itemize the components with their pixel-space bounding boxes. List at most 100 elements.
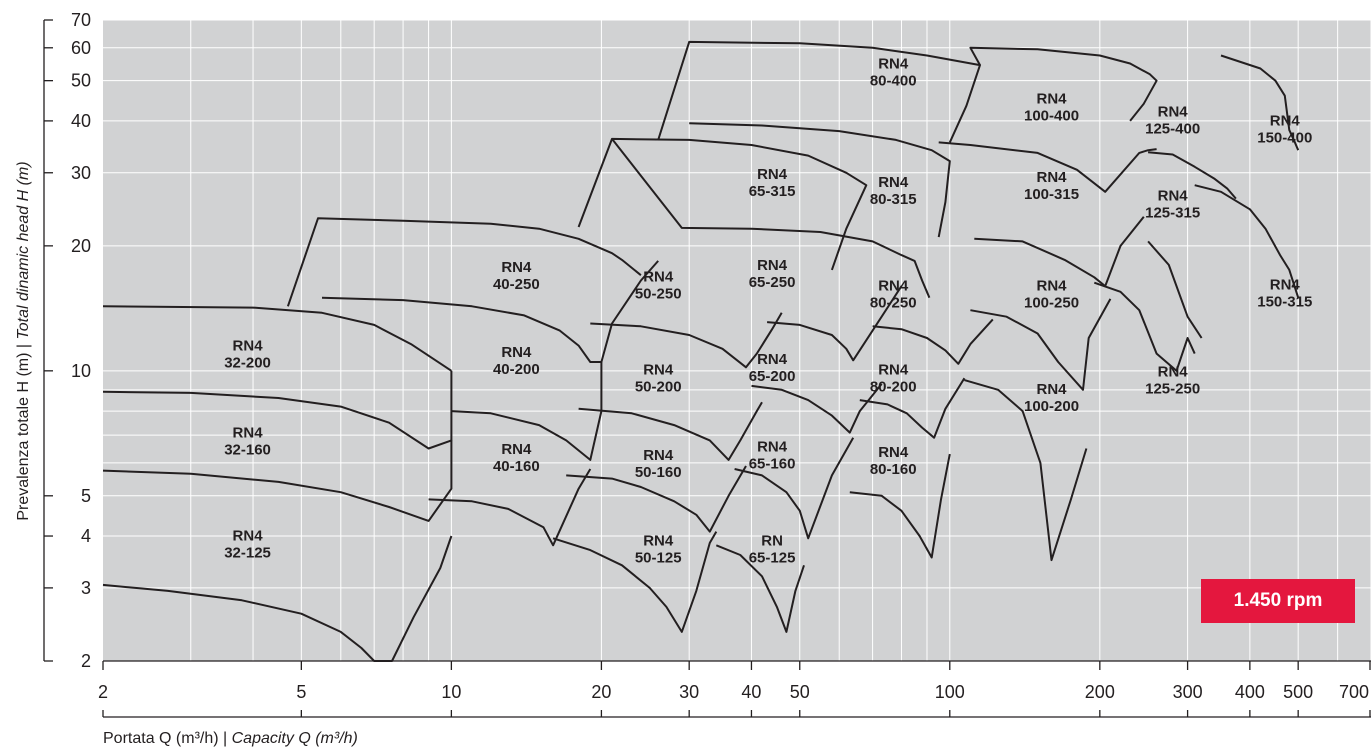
region-label: 50-250 [635, 286, 682, 303]
region-label: RN4 [878, 55, 909, 72]
y-tick-label: 2 [81, 651, 91, 671]
y-axis-label-en: Total dinamic head H (m) [15, 161, 32, 340]
x-tick-label: 5 [296, 682, 306, 702]
y-tick-label: 3 [81, 578, 91, 598]
region-label: 150-315 [1257, 294, 1312, 311]
y-axis-label-wrap: Prevalenza totale H (m) | Total dinamic … [13, 20, 35, 662]
region-label: RN4 [643, 269, 674, 286]
region-curve [689, 122, 951, 238]
x-axis-label: Portata Q (m³/h) | Capacity Q (m³/h) [103, 730, 358, 747]
region-curve [102, 305, 452, 372]
region-curve [552, 531, 718, 633]
region-label: 65-315 [749, 183, 796, 200]
region-label: RN4 [757, 351, 788, 368]
region-curve [321, 260, 659, 363]
region-label: RN4 [878, 278, 909, 295]
region-label: 50-160 [635, 464, 682, 481]
region-label: 125-250 [1145, 380, 1200, 397]
region-label: RN4 [643, 532, 674, 549]
region-label: 80-315 [870, 191, 917, 208]
region-label: RN4 [1037, 169, 1068, 186]
x-tick-label: 200 [1085, 682, 1115, 702]
region-curve [1093, 281, 1196, 372]
y-axis-label: Prevalenza totale H (m) | Total dinamic … [15, 161, 32, 521]
y-tick-label: 40 [71, 111, 91, 131]
region-curve [849, 453, 951, 559]
region-curve [578, 401, 763, 461]
region-label: 80-200 [870, 378, 917, 395]
region-label: RN4 [878, 174, 909, 191]
region-label: 65-160 [749, 455, 796, 472]
region-label: RN4 [1270, 277, 1301, 294]
y-tick-label: 30 [71, 163, 91, 183]
region-curve [1220, 54, 1300, 151]
region-label: RN4 [233, 337, 264, 354]
region-curve [969, 46, 1158, 122]
x-tick-label: 300 [1173, 682, 1203, 702]
region-curve [286, 217, 642, 307]
region-label: RN [761, 532, 783, 549]
region-curve [611, 138, 931, 299]
region-curve [767, 285, 903, 362]
region-label: RN4 [1158, 188, 1189, 205]
region-curve [964, 379, 1088, 562]
region-curve [938, 141, 1157, 193]
region-label: 100-315 [1024, 186, 1079, 203]
x-tick-label: 40 [741, 682, 761, 702]
region-curve [734, 437, 855, 540]
region-label: 100-400 [1024, 108, 1079, 125]
y-tick-label: 20 [71, 236, 91, 256]
region-label: RN4 [1037, 278, 1068, 295]
region-label: 100-250 [1024, 295, 1079, 312]
region-label: RN4 [1158, 363, 1189, 380]
region-label: 32-125 [224, 545, 271, 562]
x-tick-label: 50 [790, 682, 810, 702]
region-label: 80-250 [870, 295, 917, 312]
region-label: 40-160 [493, 458, 540, 475]
x-axis-label-it: Portata Q (m³/h) [103, 730, 219, 747]
region-label: 40-200 [493, 361, 540, 378]
region-label: 40-250 [493, 276, 540, 293]
region-label: 32-200 [224, 354, 271, 371]
region-curve [872, 318, 994, 365]
region-curve [102, 370, 453, 450]
region-label: RN4 [757, 166, 788, 183]
x-tick-label: 2 [98, 682, 108, 702]
region-label: 65-250 [749, 274, 796, 291]
x-axis-label-en: Capacity Q (m³/h) [231, 730, 358, 747]
region-label: 100-200 [1024, 398, 1079, 415]
region-curve [1148, 151, 1237, 200]
region-label: 125-315 [1145, 205, 1200, 222]
region-curve [428, 468, 592, 547]
region-label: 80-160 [870, 461, 917, 478]
region-label: RN4 [643, 361, 674, 378]
y-axis-label-it: Prevalenza totale H (m) [15, 352, 32, 521]
region-label: RN4 [643, 447, 674, 464]
region-label: RN4 [233, 528, 264, 545]
y-tick-label: 70 [71, 10, 91, 30]
region-label: RN4 [501, 259, 532, 276]
region-label: RN4 [233, 425, 264, 442]
y-tick-label: 60 [71, 38, 91, 58]
x-tick-label: 500 [1283, 682, 1313, 702]
x-tick-label: 10 [441, 682, 461, 702]
x-tick-label: 20 [591, 682, 611, 702]
region-label: RN4 [1270, 112, 1301, 129]
region-label: RN4 [878, 444, 909, 461]
region-label: RN4 [757, 257, 788, 274]
region-label: RN4 [501, 441, 532, 458]
x-tick-label: 400 [1235, 682, 1265, 702]
region-label: 65-125 [749, 549, 796, 566]
grid [103, 19, 1371, 661]
region-curve [715, 544, 805, 633]
x-tick-label: 700 [1339, 682, 1369, 702]
region-labels: RN432-125RN432-160RN432-200RN440-160RN44… [224, 55, 1312, 566]
x-tick-label: 100 [935, 682, 965, 702]
speed-badge: 1.450 rpm [1201, 579, 1355, 623]
region-curve [974, 216, 1145, 288]
region-label: RN4 [1158, 103, 1189, 120]
region-curve [751, 383, 883, 434]
y-tick-label: 5 [81, 486, 91, 506]
region-curve [657, 40, 981, 143]
